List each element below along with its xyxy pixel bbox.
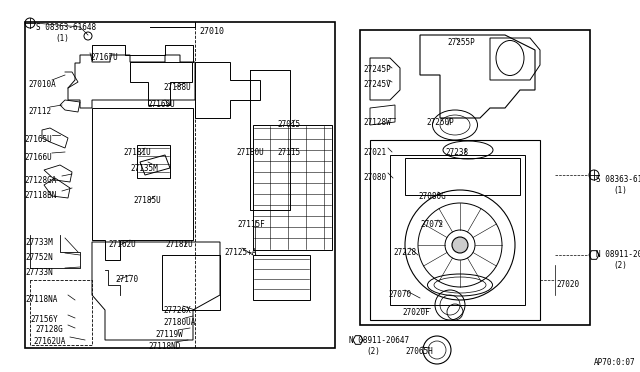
Text: 27156Y: 27156Y [30, 315, 58, 324]
Bar [137, 145, 170, 178]
Text: 27167U: 27167U [90, 53, 118, 62]
Text: 27010: 27010 [199, 27, 224, 36]
Bar [25, 22, 335, 348]
Text: 27118BN: 27118BN [24, 191, 56, 200]
Text: 27180U: 27180U [236, 148, 264, 157]
Text: 27162U: 27162U [108, 240, 136, 249]
Text: (1): (1) [613, 186, 627, 195]
Text: 27080G: 27080G [418, 192, 445, 201]
Text: 27726X: 27726X [163, 306, 191, 315]
Text: 27182U: 27182U [165, 240, 193, 249]
Text: N 08911-20647: N 08911-20647 [349, 336, 409, 345]
Text: 27128G: 27128G [35, 325, 63, 334]
Text: 27185U: 27185U [133, 196, 161, 205]
Text: N 08911-20647: N 08911-20647 [596, 250, 640, 259]
Text: 27733M: 27733M [25, 238, 52, 247]
Text: 27112: 27112 [28, 107, 51, 116]
Text: 27015: 27015 [277, 120, 300, 129]
Text: 27128W: 27128W [363, 118, 391, 127]
Text: 27733N: 27733N [25, 268, 52, 277]
Text: 27070: 27070 [388, 290, 411, 299]
Text: (2): (2) [366, 347, 380, 356]
Text: 27119W: 27119W [155, 330, 183, 339]
Text: (2): (2) [613, 261, 627, 270]
Text: 27072: 27072 [420, 220, 443, 229]
Text: 27118NA: 27118NA [25, 295, 58, 304]
Bar [253, 255, 310, 300]
Text: 27245V: 27245V [363, 80, 391, 89]
Text: 27128GA: 27128GA [24, 176, 56, 185]
Bar [360, 30, 590, 325]
Text: S 08363-61648: S 08363-61648 [596, 175, 640, 184]
Text: AP70:0:07: AP70:0:07 [593, 358, 635, 367]
Circle shape [452, 237, 468, 253]
Text: 27188U: 27188U [163, 83, 191, 92]
Text: 27228: 27228 [393, 248, 416, 257]
Text: 27080: 27080 [363, 173, 386, 182]
Text: 27162UA: 27162UA [33, 337, 65, 346]
Text: 27021: 27021 [363, 148, 386, 157]
Text: 27118ND: 27118ND [148, 342, 180, 351]
Text: 27170: 27170 [115, 275, 138, 284]
Text: 27752N: 27752N [25, 253, 52, 262]
Text: 27115: 27115 [277, 148, 300, 157]
Bar [253, 125, 332, 250]
Text: 27165U: 27165U [24, 135, 52, 144]
Bar [162, 255, 220, 310]
Text: 27125+A: 27125+A [224, 248, 257, 257]
Text: 27020F: 27020F [402, 308, 429, 317]
Text: 27238: 27238 [445, 148, 468, 157]
Text: S 08363-61648: S 08363-61648 [36, 23, 96, 32]
Text: 27166U: 27166U [24, 153, 52, 162]
Text: 27245P: 27245P [363, 65, 391, 74]
Text: 27065H: 27065H [405, 347, 433, 356]
Text: 27250P: 27250P [426, 118, 454, 127]
Text: 27169U: 27169U [147, 100, 175, 109]
Text: 27180UA: 27180UA [163, 318, 195, 327]
Text: 27255P: 27255P [447, 38, 475, 47]
Text: 27115F: 27115F [237, 220, 265, 229]
Text: 27010A: 27010A [28, 80, 56, 89]
Text: 27135M: 27135M [130, 164, 157, 173]
Text: (1): (1) [55, 34, 69, 43]
Text: 27020: 27020 [556, 280, 579, 289]
Text: 27181U: 27181U [123, 148, 151, 157]
